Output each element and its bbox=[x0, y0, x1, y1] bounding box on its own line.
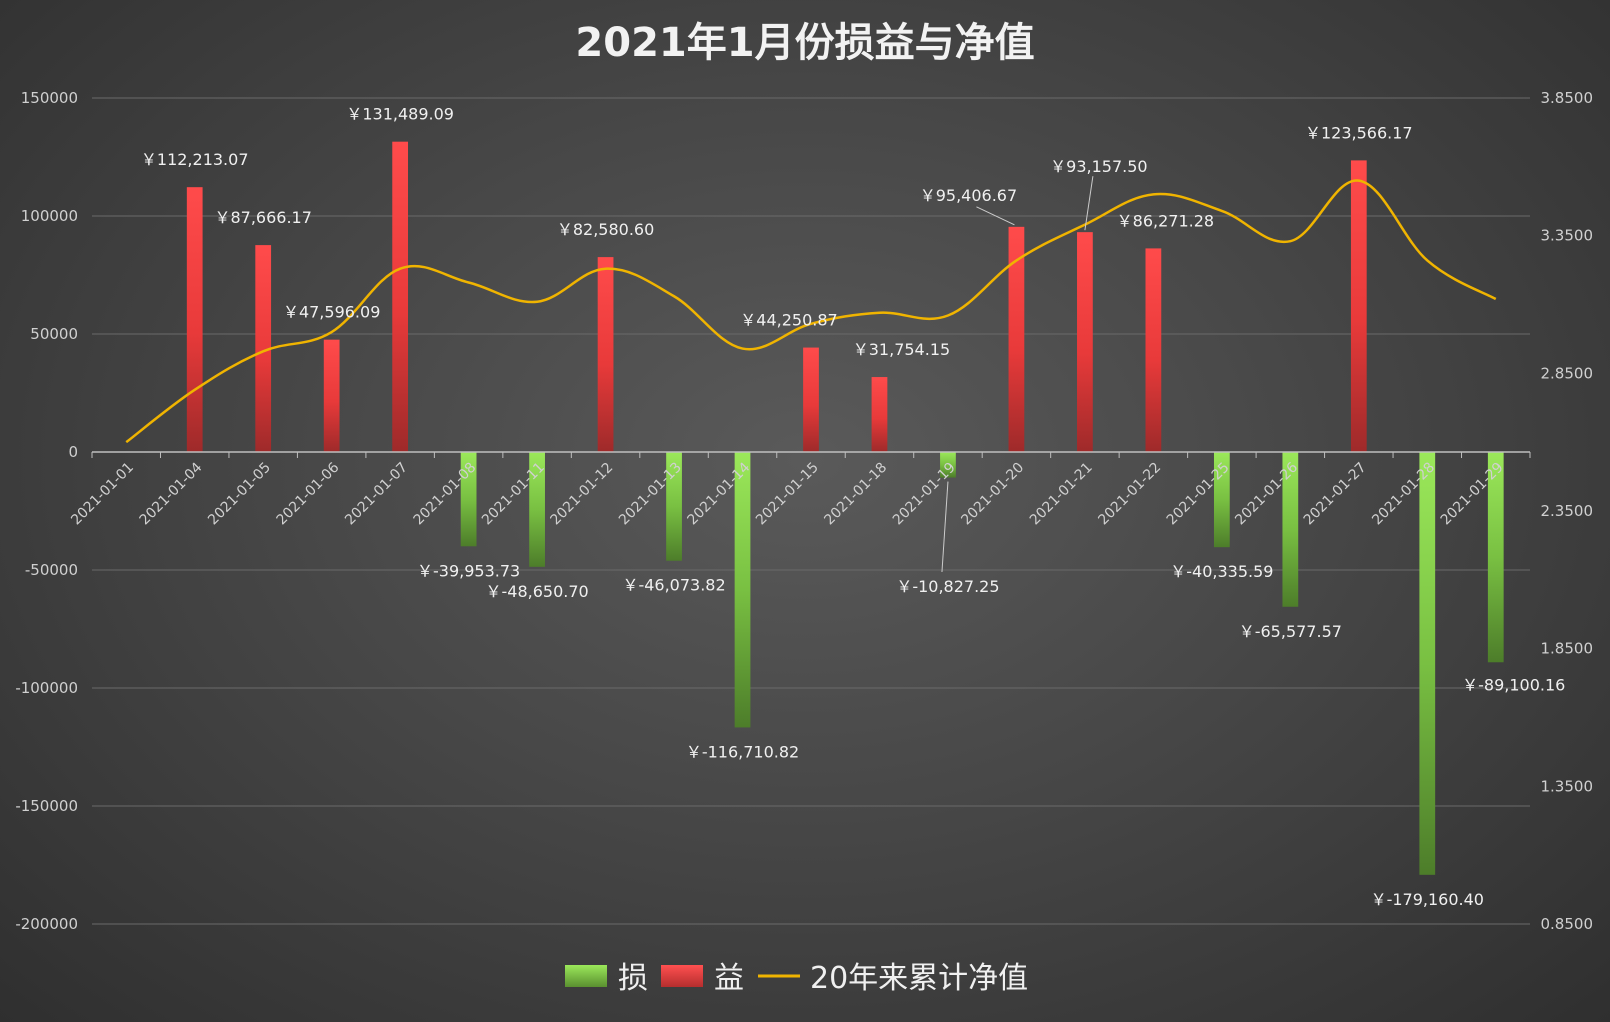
legend-swatch-gain bbox=[661, 965, 703, 987]
data-label: ￥31,754.15 bbox=[853, 340, 950, 359]
category-label: 2021-01-15 bbox=[753, 460, 822, 529]
legend-label-nav: 20年来累计净值 bbox=[810, 961, 1028, 996]
gain-bar bbox=[186, 187, 203, 452]
data-label: ￥-116,710.82 bbox=[686, 742, 799, 761]
legend-label-loss: 损 bbox=[618, 961, 648, 996]
gain-bar bbox=[597, 257, 614, 452]
left-tick-label: -50000 bbox=[25, 561, 78, 579]
nav-line bbox=[125, 179, 1497, 444]
x-axis bbox=[91, 451, 1531, 458]
left-tick-label: 100000 bbox=[21, 207, 78, 225]
category-label: 2021-01-07 bbox=[342, 460, 411, 529]
data-label: ￥44,250.87 bbox=[740, 311, 837, 330]
data-label: ￥-39,953.73 bbox=[417, 561, 520, 580]
pnl-bars bbox=[186, 141, 1504, 875]
gain-bar bbox=[255, 245, 272, 452]
left-tick-label: -100000 bbox=[15, 679, 78, 697]
left-tick-label: 0 bbox=[68, 443, 78, 461]
data-label: ￥112,213.07 bbox=[141, 150, 249, 169]
loss-bar bbox=[460, 452, 477, 547]
loss-bar bbox=[1213, 452, 1230, 548]
loss-bar bbox=[734, 452, 751, 728]
loss-bar bbox=[940, 452, 956, 478]
nav-line-series bbox=[125, 179, 1497, 444]
loss-bar bbox=[1419, 452, 1436, 875]
gain-bar bbox=[1350, 160, 1367, 452]
gain-bar bbox=[392, 141, 409, 453]
category-label: 2021-01-27 bbox=[1301, 460, 1370, 529]
data-label: ￥-179,160.40 bbox=[1371, 890, 1484, 909]
right-axis-ticks: 3.8500 3.3500 2.8500 2.3500 1.8500 1.3500 0.85… bbox=[1541, 89, 1594, 933]
category-label: 2021-01-21 bbox=[1027, 460, 1096, 529]
right-tick-label: 3.3500 bbox=[1541, 227, 1594, 245]
loss-bar bbox=[1282, 452, 1299, 607]
right-tick-label: 1.3500 bbox=[1541, 777, 1594, 795]
gain-bar bbox=[1008, 226, 1025, 452]
leader-line bbox=[976, 206, 1015, 226]
left-tick-label: 150000 bbox=[21, 89, 78, 107]
category-label: 2021-01-01 bbox=[68, 460, 137, 529]
left-axis-ticks: 150000 100000 50000 0 -50000 -100000 -150000 -2… bbox=[15, 89, 78, 933]
chart-title: 2021年1月份损益与净值 bbox=[575, 20, 1034, 66]
legend-label-gain: 益 bbox=[714, 961, 744, 996]
data-label: ￥123,566.17 bbox=[1305, 123, 1413, 142]
gain-bar bbox=[803, 347, 819, 452]
data-label: ￥-65,577.57 bbox=[1239, 622, 1342, 641]
data-label: ￥82,580.60 bbox=[557, 220, 654, 239]
left-tick-label: -200000 bbox=[15, 915, 78, 933]
right-tick-label: 2.8500 bbox=[1541, 364, 1594, 382]
data-label: ￥-46,073.82 bbox=[622, 576, 725, 595]
left-tick-label: -150000 bbox=[15, 797, 78, 815]
data-label: ￥87,666.17 bbox=[214, 208, 311, 227]
category-label: 2021-01-06 bbox=[274, 459, 343, 528]
leader-line bbox=[941, 481, 949, 573]
data-label: ￥47,596.09 bbox=[283, 303, 380, 322]
right-tick-label: 2.3500 bbox=[1541, 502, 1594, 520]
category-label: 2021-01-19 bbox=[890, 460, 959, 529]
category-label: 2021-01-20 bbox=[958, 460, 1027, 529]
gain-bar bbox=[323, 339, 340, 452]
category-label: 2021-01-12 bbox=[548, 460, 617, 529]
right-tick-label: 0.8500 bbox=[1541, 915, 1594, 933]
loss-bar bbox=[529, 452, 545, 567]
category-label: 2021-01-05 bbox=[205, 460, 274, 529]
category-label: 2021-01-04 bbox=[137, 459, 206, 528]
data-label: ￥-40,335.59 bbox=[1170, 562, 1273, 581]
data-label: ￥95,406.67 bbox=[920, 186, 1017, 205]
data-label: ￥86,271.28 bbox=[1117, 211, 1214, 230]
category-label: 2021-01-18 bbox=[821, 460, 890, 529]
leader-line bbox=[1084, 176, 1094, 231]
loss-bar bbox=[1487, 452, 1504, 663]
right-tick-label: 3.8500 bbox=[1541, 89, 1594, 107]
data-label: ￥93,157.50 bbox=[1050, 157, 1147, 176]
gain-bar bbox=[871, 377, 888, 452]
category-label: 2021-01-22 bbox=[1095, 460, 1164, 529]
right-tick-label: 1.8500 bbox=[1541, 640, 1594, 658]
data-labels: ￥112,213.07 ￥87,666.17 ￥47,596.09 ￥131,489.… bbox=[141, 105, 1565, 909]
data-label: ￥-89,100.16 bbox=[1462, 675, 1565, 694]
loss-bar bbox=[666, 452, 682, 561]
gain-bar bbox=[1145, 248, 1162, 452]
gain-bar bbox=[1077, 232, 1093, 452]
data-label: ￥131,489.09 bbox=[346, 105, 454, 124]
legend: 损 益 20年来累计净值 bbox=[565, 961, 1028, 996]
left-tick-label: 50000 bbox=[30, 325, 78, 343]
data-label: ￥-10,827.25 bbox=[896, 577, 999, 596]
data-label: ￥-48,650.70 bbox=[485, 582, 588, 601]
legend-swatch-loss bbox=[565, 965, 607, 987]
